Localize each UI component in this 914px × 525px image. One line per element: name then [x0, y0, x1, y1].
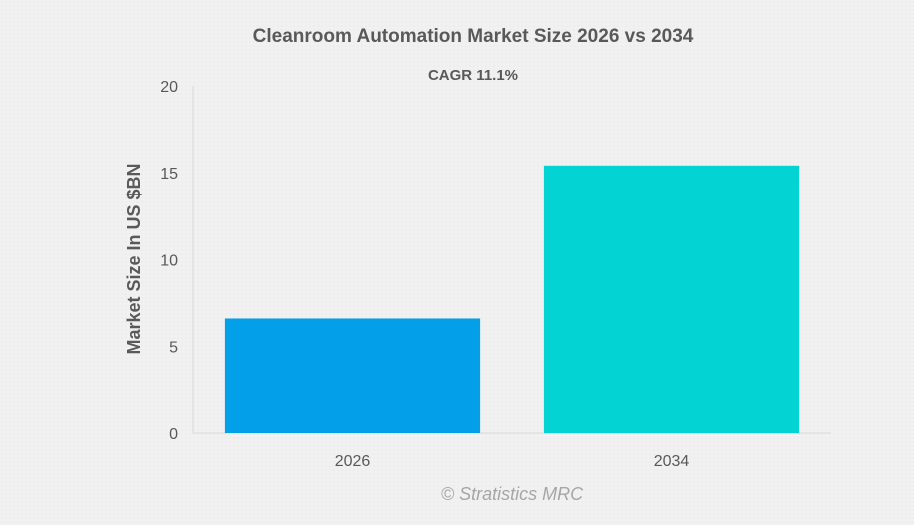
y-tick-label: 5: [169, 339, 178, 356]
x-tick-label: 2026: [335, 453, 371, 470]
source-credit: © Stratistics MRC: [441, 484, 584, 504]
y-tick-label: 15: [160, 166, 178, 183]
x-tick-label: 2034: [654, 453, 690, 470]
y-tick-label: 20: [160, 79, 178, 96]
chart-subtitle: CAGR 11.1%: [428, 67, 518, 84]
chart-title: Cleanroom Automation Market Size 2026 vs…: [253, 26, 694, 47]
y-axis-label: Market Size In US $BN: [124, 163, 144, 354]
y-tick-label: 0: [169, 426, 178, 443]
x-tick-labels: 2026 2034: [335, 453, 690, 470]
bar-2026: [224, 318, 481, 433]
bar-2034: [543, 165, 800, 433]
y-tick-label: 10: [160, 253, 178, 270]
y-tick-labels: 0 5 10 15 20: [160, 79, 178, 443]
bars: [224, 165, 800, 433]
